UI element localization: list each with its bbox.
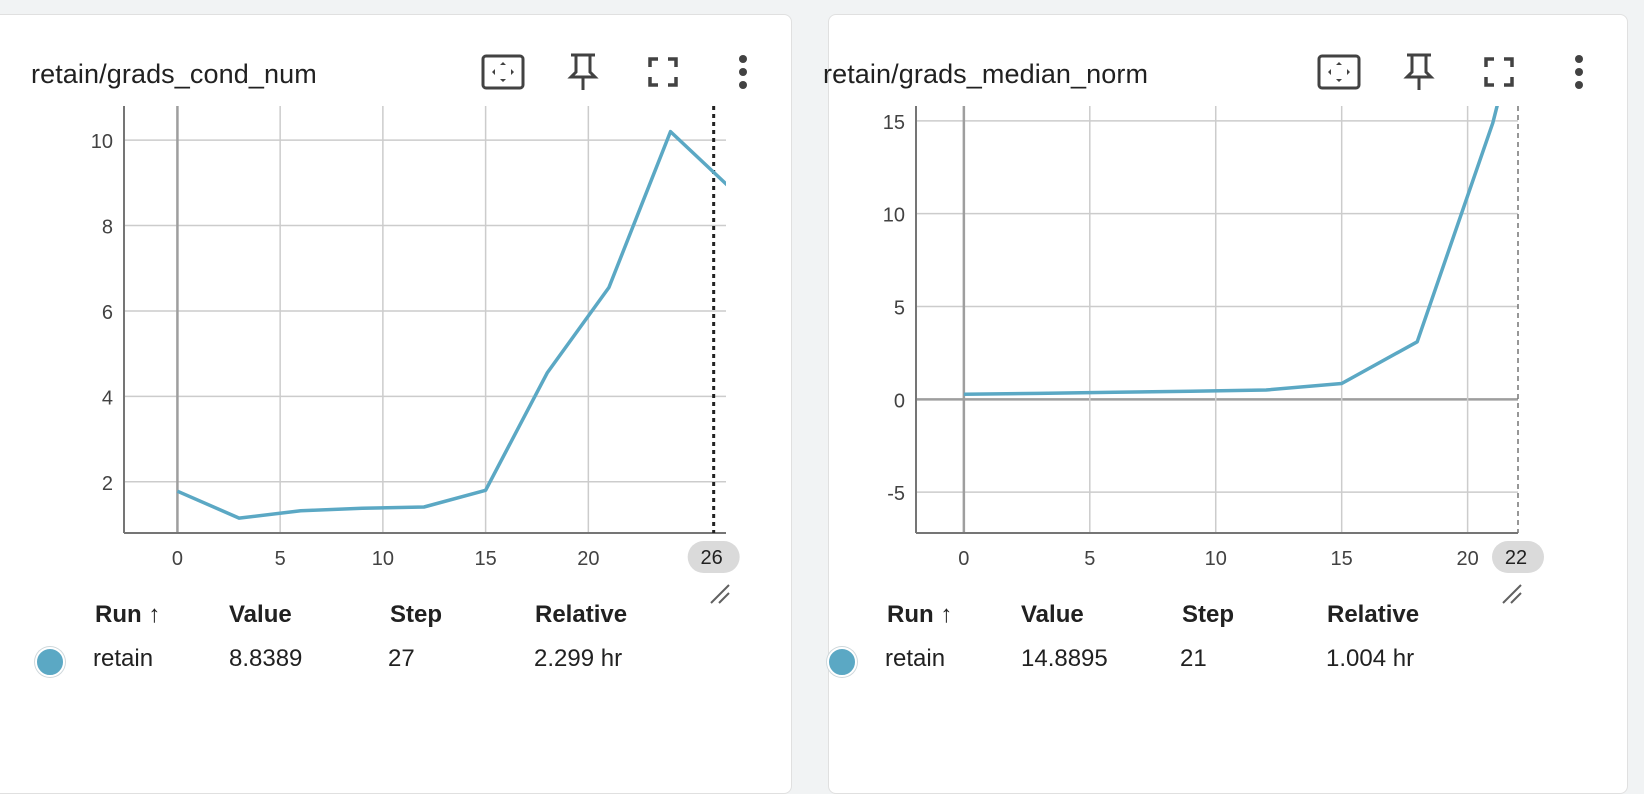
run-relative: 2.299 hr — [534, 645, 622, 673]
y-tick-label: 5 — [894, 298, 905, 320]
x-tick-label: 5 — [275, 548, 286, 570]
column-header-value[interactable]: Value — [1021, 601, 1084, 629]
column-header-relative[interactable]: Relative — [1327, 601, 1419, 629]
column-header-step[interactable]: Step — [390, 601, 442, 629]
series-line — [964, 93, 1501, 394]
run-relative: 1.004 hr — [1326, 645, 1414, 673]
x-tick-label: 10 — [1205, 548, 1227, 570]
run-name: retain — [885, 645, 945, 673]
y-tick-label: 10 — [91, 131, 113, 153]
line-chart[interactable]: 2 4 6 8 10 0 5 10 15 20 26 — [0, 15, 793, 620]
run-color-dot[interactable] — [35, 647, 65, 677]
column-header-value[interactable]: Value — [229, 601, 292, 629]
run-name: retain — [93, 645, 153, 673]
column-header-run[interactable]: Run ↑ — [887, 601, 952, 629]
y-tick-label: 10 — [883, 205, 905, 227]
column-header-relative[interactable]: Relative — [535, 601, 627, 629]
run-step: 21 — [1180, 645, 1207, 673]
series-line — [177, 132, 732, 518]
y-tick-label: 4 — [102, 387, 113, 409]
y-tick-label: 6 — [102, 302, 113, 324]
resize-handle-icon[interactable] — [709, 583, 731, 605]
run-color-dot[interactable] — [827, 647, 857, 677]
x-tick-label: 10 — [372, 548, 394, 570]
run-value: 8.8389 — [229, 645, 302, 673]
y-tick-label: 0 — [894, 390, 905, 412]
line-chart[interactable]: -5 0 5 10 15 0 5 10 15 20 22 — [829, 15, 1629, 620]
x-tick-label: 0 — [958, 548, 969, 570]
hover-step-label: 26 — [701, 547, 723, 569]
chart-svg[interactable]: 2 4 6 8 10 0 5 10 15 20 26 — [0, 15, 793, 615]
y-tick-label: -5 — [887, 483, 905, 505]
y-tick-label: 15 — [883, 112, 905, 134]
column-header-run[interactable]: Run ↑ — [95, 601, 160, 629]
run-step: 27 — [388, 645, 415, 673]
x-tick-label: 15 — [474, 548, 496, 570]
column-header-step[interactable]: Step — [1182, 601, 1234, 629]
y-tick-label: 2 — [102, 473, 113, 495]
x-tick-label: 20 — [577, 548, 599, 570]
run-value: 14.8895 — [1021, 645, 1108, 673]
hover-step-label: 22 — [1505, 547, 1527, 569]
chart-svg[interactable]: -5 0 5 10 15 0 5 10 15 20 22 — [829, 15, 1629, 615]
x-tick-label: 20 — [1456, 548, 1478, 570]
y-tick-label: 8 — [102, 217, 113, 239]
x-tick-label: 0 — [172, 548, 183, 570]
x-tick-label: 5 — [1084, 548, 1095, 570]
resize-handle-icon[interactable] — [1501, 583, 1523, 605]
x-tick-label: 15 — [1331, 548, 1353, 570]
